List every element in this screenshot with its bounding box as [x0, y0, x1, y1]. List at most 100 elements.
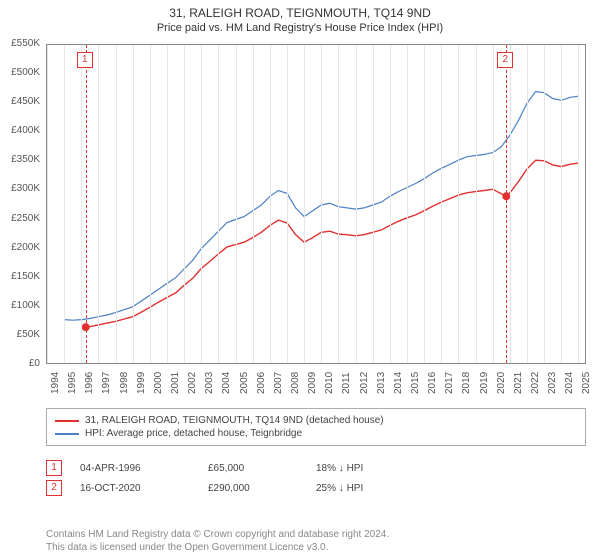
- y-axis-label: £50K: [0, 329, 44, 340]
- sale-row-marker: 2: [46, 480, 62, 496]
- x-axis-label: 2024: [564, 372, 575, 394]
- y-axis-label: £550K: [0, 38, 44, 49]
- x-gridline: [287, 45, 288, 363]
- x-gridline: [373, 45, 374, 363]
- sale-date: 16-OCT-2020: [80, 483, 190, 494]
- plot-area: [46, 44, 586, 364]
- x-axis-label: 1995: [67, 372, 78, 394]
- x-gridline: [424, 45, 425, 363]
- sale-price: £290,000: [208, 483, 298, 494]
- sale-row: 1 04-APR-1996 £65,000 18% ↓ HPI: [46, 460, 586, 476]
- x-gridline: [270, 45, 271, 363]
- y-axis-label: £450K: [0, 96, 44, 107]
- series-property: [86, 160, 579, 327]
- legend-row: 31, RALEIGH ROAD, TEIGNMOUTH, TQ14 9ND (…: [55, 415, 577, 426]
- sale-marker-line: [506, 45, 507, 363]
- sale-row-marker: 1: [46, 460, 62, 476]
- x-gridline: [201, 45, 202, 363]
- x-axis-label: 1998: [119, 372, 130, 394]
- x-gridline: [338, 45, 339, 363]
- x-axis-label: 2008: [290, 372, 301, 394]
- y-axis-label: £150K: [0, 271, 44, 282]
- x-gridline: [493, 45, 494, 363]
- x-axis-label: 2014: [393, 372, 404, 394]
- x-axis-label: 2016: [427, 372, 438, 394]
- x-axis-label: 2022: [530, 372, 541, 394]
- x-gridline: [390, 45, 391, 363]
- x-axis-label: 2006: [256, 372, 267, 394]
- chart-title: 31, RALEIGH ROAD, TEIGNMOUTH, TQ14 9ND: [0, 0, 600, 20]
- legend-box: 31, RALEIGH ROAD, TEIGNMOUTH, TQ14 9ND (…: [46, 408, 586, 446]
- sale-row: 2 16-OCT-2020 £290,000 25% ↓ HPI: [46, 480, 586, 496]
- sale-delta: 25% ↓ HPI: [316, 483, 363, 494]
- x-axis-label: 2012: [359, 372, 370, 394]
- x-axis-label: 2023: [547, 372, 558, 394]
- chart-container: { "title": "31, RALEIGH ROAD, TEIGNMOUTH…: [0, 0, 600, 560]
- x-axis-label: 2004: [221, 372, 232, 394]
- y-axis-label: £400K: [0, 125, 44, 136]
- x-gridline: [64, 45, 65, 363]
- x-gridline: [510, 45, 511, 363]
- x-gridline: [218, 45, 219, 363]
- x-gridline: [458, 45, 459, 363]
- x-gridline: [578, 45, 579, 363]
- x-axis-label: 2015: [410, 372, 421, 394]
- footer-attribution: Contains HM Land Registry data © Crown c…: [46, 528, 586, 554]
- y-axis-label: £500K: [0, 67, 44, 78]
- y-axis-label: £250K: [0, 213, 44, 224]
- x-gridline: [81, 45, 82, 363]
- x-gridline: [236, 45, 237, 363]
- x-gridline: [321, 45, 322, 363]
- y-axis-label: £100K: [0, 300, 44, 311]
- x-gridline: [561, 45, 562, 363]
- x-axis-label: 2005: [239, 372, 250, 394]
- x-axis-label: 2018: [461, 372, 472, 394]
- sale-marker-box: 1: [77, 52, 93, 68]
- x-gridline: [184, 45, 185, 363]
- chart-subtitle: Price paid vs. HM Land Registry's House …: [0, 20, 600, 38]
- y-axis-label: £0: [0, 358, 44, 369]
- x-axis-label: 2003: [204, 372, 215, 394]
- x-axis-label: 1994: [50, 372, 61, 394]
- x-gridline: [304, 45, 305, 363]
- x-axis-label: 1997: [101, 372, 112, 394]
- x-gridline: [116, 45, 117, 363]
- x-axis-label: 1999: [136, 372, 147, 394]
- x-axis-label: 2011: [341, 372, 352, 394]
- x-axis-label: 2020: [496, 372, 507, 394]
- x-axis-label: 2001: [170, 372, 181, 394]
- x-gridline: [47, 45, 48, 363]
- y-axis-label: £300K: [0, 183, 44, 194]
- sale-delta: 18% ↓ HPI: [316, 463, 363, 474]
- x-axis-label: 2009: [307, 372, 318, 394]
- x-axis-label: 1996: [84, 372, 95, 394]
- legend-swatch-1: [55, 420, 79, 422]
- x-gridline: [133, 45, 134, 363]
- legend-row: HPI: Average price, detached house, Teig…: [55, 428, 577, 439]
- y-axis-label: £350K: [0, 154, 44, 165]
- x-gridline: [476, 45, 477, 363]
- x-axis-label: 2019: [479, 372, 490, 394]
- sale-date: 04-APR-1996: [80, 463, 190, 474]
- x-axis-label: 2002: [187, 372, 198, 394]
- x-gridline: [98, 45, 99, 363]
- x-axis-label: 2021: [513, 372, 524, 394]
- y-axis-label: £200K: [0, 242, 44, 253]
- sales-table: 1 04-APR-1996 £65,000 18% ↓ HPI 2 16-OCT-2020…: [46, 456, 586, 500]
- x-gridline: [356, 45, 357, 363]
- x-gridline: [441, 45, 442, 363]
- x-gridline: [527, 45, 528, 363]
- legend-label-1: 31, RALEIGH ROAD, TEIGNMOUTH, TQ14 9ND (…: [85, 415, 384, 426]
- legend-swatch-2: [55, 433, 79, 435]
- x-axis-label: 2000: [153, 372, 164, 394]
- footer-line-2: This data is licensed under the Open Gov…: [46, 541, 586, 554]
- x-gridline: [150, 45, 151, 363]
- sale-price: £65,000: [208, 463, 298, 474]
- x-gridline: [253, 45, 254, 363]
- x-axis-label: 2007: [273, 372, 284, 394]
- x-axis-label: 2017: [444, 372, 455, 394]
- x-axis-label: 2025: [581, 372, 592, 394]
- footer-line-1: Contains HM Land Registry data © Crown c…: [46, 528, 586, 541]
- x-gridline: [167, 45, 168, 363]
- x-axis-label: 2013: [376, 372, 387, 394]
